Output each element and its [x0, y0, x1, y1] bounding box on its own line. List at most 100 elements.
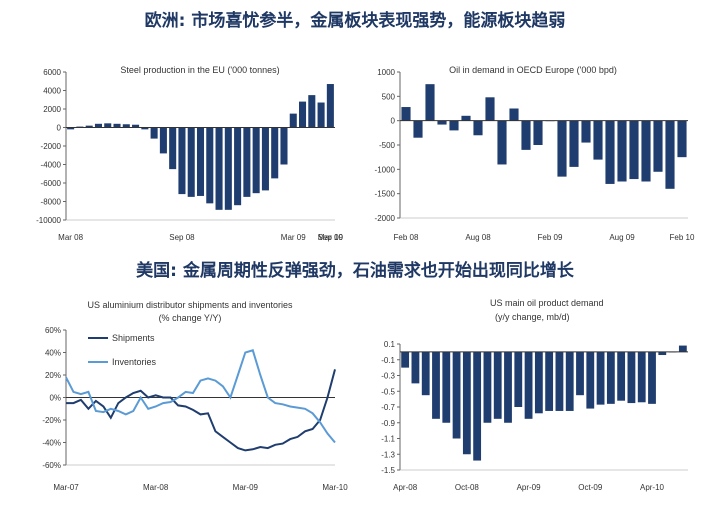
- bar: [178, 127, 186, 195]
- y-tick-label: -2000: [41, 142, 62, 151]
- x-tick-label: Apr-10: [640, 483, 665, 492]
- y-tick-label: 1000: [377, 68, 395, 77]
- x-tick-label: Apr-09: [517, 483, 542, 492]
- bar: [234, 127, 242, 206]
- y-tick-label: -1500: [375, 190, 396, 199]
- bar: [196, 127, 205, 196]
- legend-label-shipments: Shipments: [112, 333, 155, 343]
- bar: [317, 102, 325, 128]
- bar: [271, 127, 279, 179]
- bar: [473, 351, 482, 461]
- page-heading-us: 美国: 金属周期性反弹强劲，石油需求也开始出现同比增长: [136, 261, 574, 281]
- bar: [658, 351, 667, 356]
- bar: [576, 351, 584, 396]
- x-tick-label: Sep 09: [318, 233, 344, 242]
- bar: [252, 127, 260, 194]
- bar: [326, 84, 334, 128]
- y-tick-label: 0: [391, 117, 396, 126]
- bar: [593, 120, 603, 160]
- bar: [401, 351, 410, 368]
- y-tick-label: -0.9: [381, 419, 395, 428]
- y-tick-label: -8000: [41, 198, 62, 207]
- bar: [169, 127, 177, 170]
- chart-title: Steel production in the EU ('000 tonnes): [120, 65, 279, 75]
- bar: [605, 120, 615, 184]
- y-tick-label: 500: [382, 92, 396, 101]
- bar: [653, 120, 663, 172]
- x-tick-label: Sep 08: [169, 233, 195, 242]
- bar: [524, 351, 533, 419]
- bar: [581, 120, 591, 143]
- x-tick-label: Oct-09: [578, 483, 603, 492]
- y-tick-label: 20%: [45, 371, 61, 380]
- bar: [617, 120, 627, 182]
- bar: [627, 351, 636, 404]
- y-tick-label: 2000: [43, 105, 61, 114]
- bar: [67, 127, 75, 130]
- y-tick-label: 0.1: [384, 340, 396, 349]
- bar: [159, 127, 167, 154]
- bar: [557, 120, 567, 177]
- x-tick-label: Feb 08: [394, 233, 419, 242]
- bar: [224, 127, 232, 210]
- bar: [677, 120, 687, 158]
- bar: [401, 107, 411, 121]
- series-line-shipments: [66, 369, 336, 452]
- bar: [514, 351, 523, 407]
- chart-subtitle: (y/y change, mb/d): [495, 312, 570, 322]
- bar: [421, 351, 430, 396]
- y-tick-label: -20%: [42, 416, 61, 425]
- x-tick-label: Aug 08: [465, 233, 491, 242]
- chart-title: US main oil product demand: [490, 298, 604, 308]
- bar: [648, 351, 656, 404]
- bar: [493, 351, 502, 419]
- x-tick-label: Feb 09: [538, 233, 563, 242]
- bar: [122, 124, 130, 128]
- x-tick-label: Mar-08: [143, 483, 169, 492]
- series-line-inventories: [65, 349, 336, 444]
- x-tick-label: Feb 10: [670, 233, 695, 242]
- y-tick-label: -0.3: [381, 372, 395, 381]
- bar: [442, 351, 451, 423]
- x-tick-label: Mar 08: [58, 233, 83, 242]
- x-tick-label: Mar 10: [318, 233, 343, 242]
- bar: [565, 351, 574, 411]
- y-tick-label: 6000: [43, 68, 61, 77]
- bar: [452, 351, 461, 439]
- bar: [206, 127, 214, 204]
- y-tick-label: 4000: [43, 87, 61, 96]
- y-tick-label: -0.7: [381, 403, 395, 412]
- y-tick-label: -2000: [375, 214, 396, 223]
- y-tick-label: -1.1: [381, 435, 395, 444]
- bar: [521, 120, 531, 150]
- x-tick-label: Apr-08: [393, 483, 418, 492]
- chart-subtitle: (% change Y/Y): [159, 313, 222, 323]
- bar: [504, 351, 512, 423]
- bar: [299, 101, 307, 128]
- bar: [289, 113, 297, 128]
- bar: [461, 115, 471, 121]
- bar: [187, 127, 195, 197]
- y-tick-label: 40%: [45, 349, 61, 358]
- bar: [432, 351, 440, 419]
- y-tick-label: -0.1: [381, 356, 395, 365]
- bar: [449, 120, 459, 131]
- bar: [569, 120, 579, 167]
- bar: [545, 351, 554, 411]
- bar: [473, 120, 483, 136]
- chart-title: US aluminium distributor shipments and i…: [87, 300, 293, 310]
- bar: [425, 84, 435, 121]
- x-tick-label: Mar-10: [322, 483, 348, 492]
- x-tick-label: Aug 09: [609, 233, 635, 242]
- x-tick-label: Oct-08: [455, 483, 480, 492]
- y-tick-label: 0: [57, 124, 62, 133]
- bar: [94, 123, 102, 128]
- bar: [215, 127, 223, 210]
- bar: [104, 123, 112, 128]
- bar: [462, 351, 471, 455]
- x-tick-label: Mar-07: [53, 483, 79, 492]
